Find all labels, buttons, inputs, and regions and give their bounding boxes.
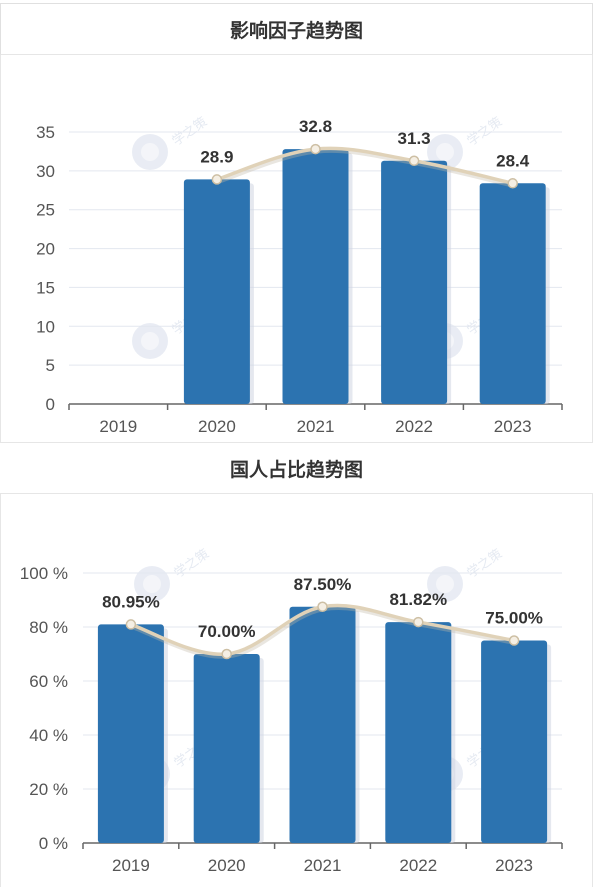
chart1-y-tick-label: 5	[46, 356, 55, 375]
chart2-y-tick-label: 40 %	[29, 726, 68, 745]
chart1-data-label: 31.3	[398, 129, 431, 148]
chart2-x-tick-label: 2021	[304, 856, 342, 875]
chart2-trend-point[interactable]	[125, 619, 137, 630]
svg-text:学之策: 学之策	[171, 546, 212, 581]
chart1-y-tick-label: 10	[36, 317, 55, 336]
chart1-y-tick-label: 25	[36, 201, 55, 220]
chart2-bar[interactable]	[97, 624, 164, 843]
chart2-data-label: 80.95%	[102, 592, 160, 611]
chart1-trend-point[interactable]	[507, 178, 518, 189]
chart2-title: 国人占比趋势图	[0, 442, 593, 494]
chart1-title: 影响因子趋势图	[0, 3, 593, 55]
chart1-x-tick-label: 2020	[198, 417, 236, 436]
chart1-trend-point[interactable]	[408, 155, 420, 167]
chart1-bar[interactable]	[282, 149, 349, 404]
chart2-y-tick-label: 60 %	[29, 672, 68, 691]
chart2-y-tick-label: 80 %	[29, 618, 68, 637]
chart1-area: 学之策学之策学之策学之策0510152025303520192020202120…	[0, 55, 593, 442]
chart1-trend-line-shadow	[217, 147, 515, 188]
chart1-data-label: 28.9	[200, 147, 233, 166]
chart1-x-tick-label: 2019	[99, 417, 137, 436]
svg-text:学之策: 学之策	[464, 546, 505, 581]
chart2-x-tick-label: 2019	[112, 856, 150, 875]
chart2-data-label: 87.50%	[294, 575, 352, 594]
svg-text:学之策: 学之策	[464, 114, 505, 149]
chart2-x-tick-label: 2020	[208, 856, 246, 875]
chinese-ratio-chart: 学之策学之策学之策学之策0 %20 %40 %60 %80 %100 %2019…	[20, 546, 563, 875]
chart1-y-tick-label: 35	[36, 123, 55, 142]
chart1-y-tick-label: 0	[46, 395, 55, 414]
chart1-x-tick-label: 2023	[494, 417, 532, 436]
chart1-trend-line	[216, 146, 514, 185]
chart2-y-tick-label: 0 %	[39, 834, 68, 853]
chart2-x-tick-label: 2022	[399, 856, 437, 875]
chart2-trend-point[interactable]	[508, 635, 520, 646]
chart1-y-tick-label: 30	[36, 162, 55, 181]
chart2-bar[interactable]	[481, 640, 548, 844]
chart2-x-tick-label: 2023	[495, 856, 533, 875]
chart1-y-tick-label: 20	[36, 240, 55, 259]
chart1-trend-point[interactable]	[211, 174, 223, 185]
chart2-trend-point[interactable]	[221, 648, 232, 660]
chart2-bar[interactable]	[385, 622, 452, 843]
chart1-bar[interactable]	[381, 160, 448, 404]
impact-factor-chart: 学之策学之策学之策学之策0510152025303520192020202120…	[36, 114, 563, 436]
chart1-data-label: 28.4	[496, 151, 530, 170]
chart2-data-label: 70.00%	[198, 622, 256, 641]
chart1-x-tick-label: 2021	[297, 417, 335, 436]
chart2-trend-point[interactable]	[317, 601, 328, 612]
chart1-y-tick-label: 15	[36, 278, 55, 297]
chart2-data-label: 75.00%	[485, 609, 543, 628]
chart2-area: 学之策学之策学之策学之策0 %20 %40 %60 %80 %100 %2019…	[0, 494, 593, 887]
svg-text:学之策: 学之策	[169, 114, 210, 149]
chart2-trend-point[interactable]	[413, 616, 424, 628]
chart1-watermark: 学之策	[132, 114, 210, 170]
chart2-bar[interactable]	[289, 606, 356, 843]
chart1-trend-point[interactable]	[310, 143, 321, 155]
chart1-bar[interactable]	[479, 183, 546, 404]
chart1-data-label: 32.8	[299, 117, 332, 136]
chart1-bar[interactable]	[183, 179, 250, 404]
chart2-y-tick-label: 100 %	[20, 564, 68, 583]
chart2-y-tick-label: 20 %	[29, 780, 68, 799]
chart2-data-label: 81.82%	[389, 590, 447, 609]
chart1-x-tick-label: 2022	[395, 417, 433, 436]
chart2-bar[interactable]	[193, 654, 260, 843]
